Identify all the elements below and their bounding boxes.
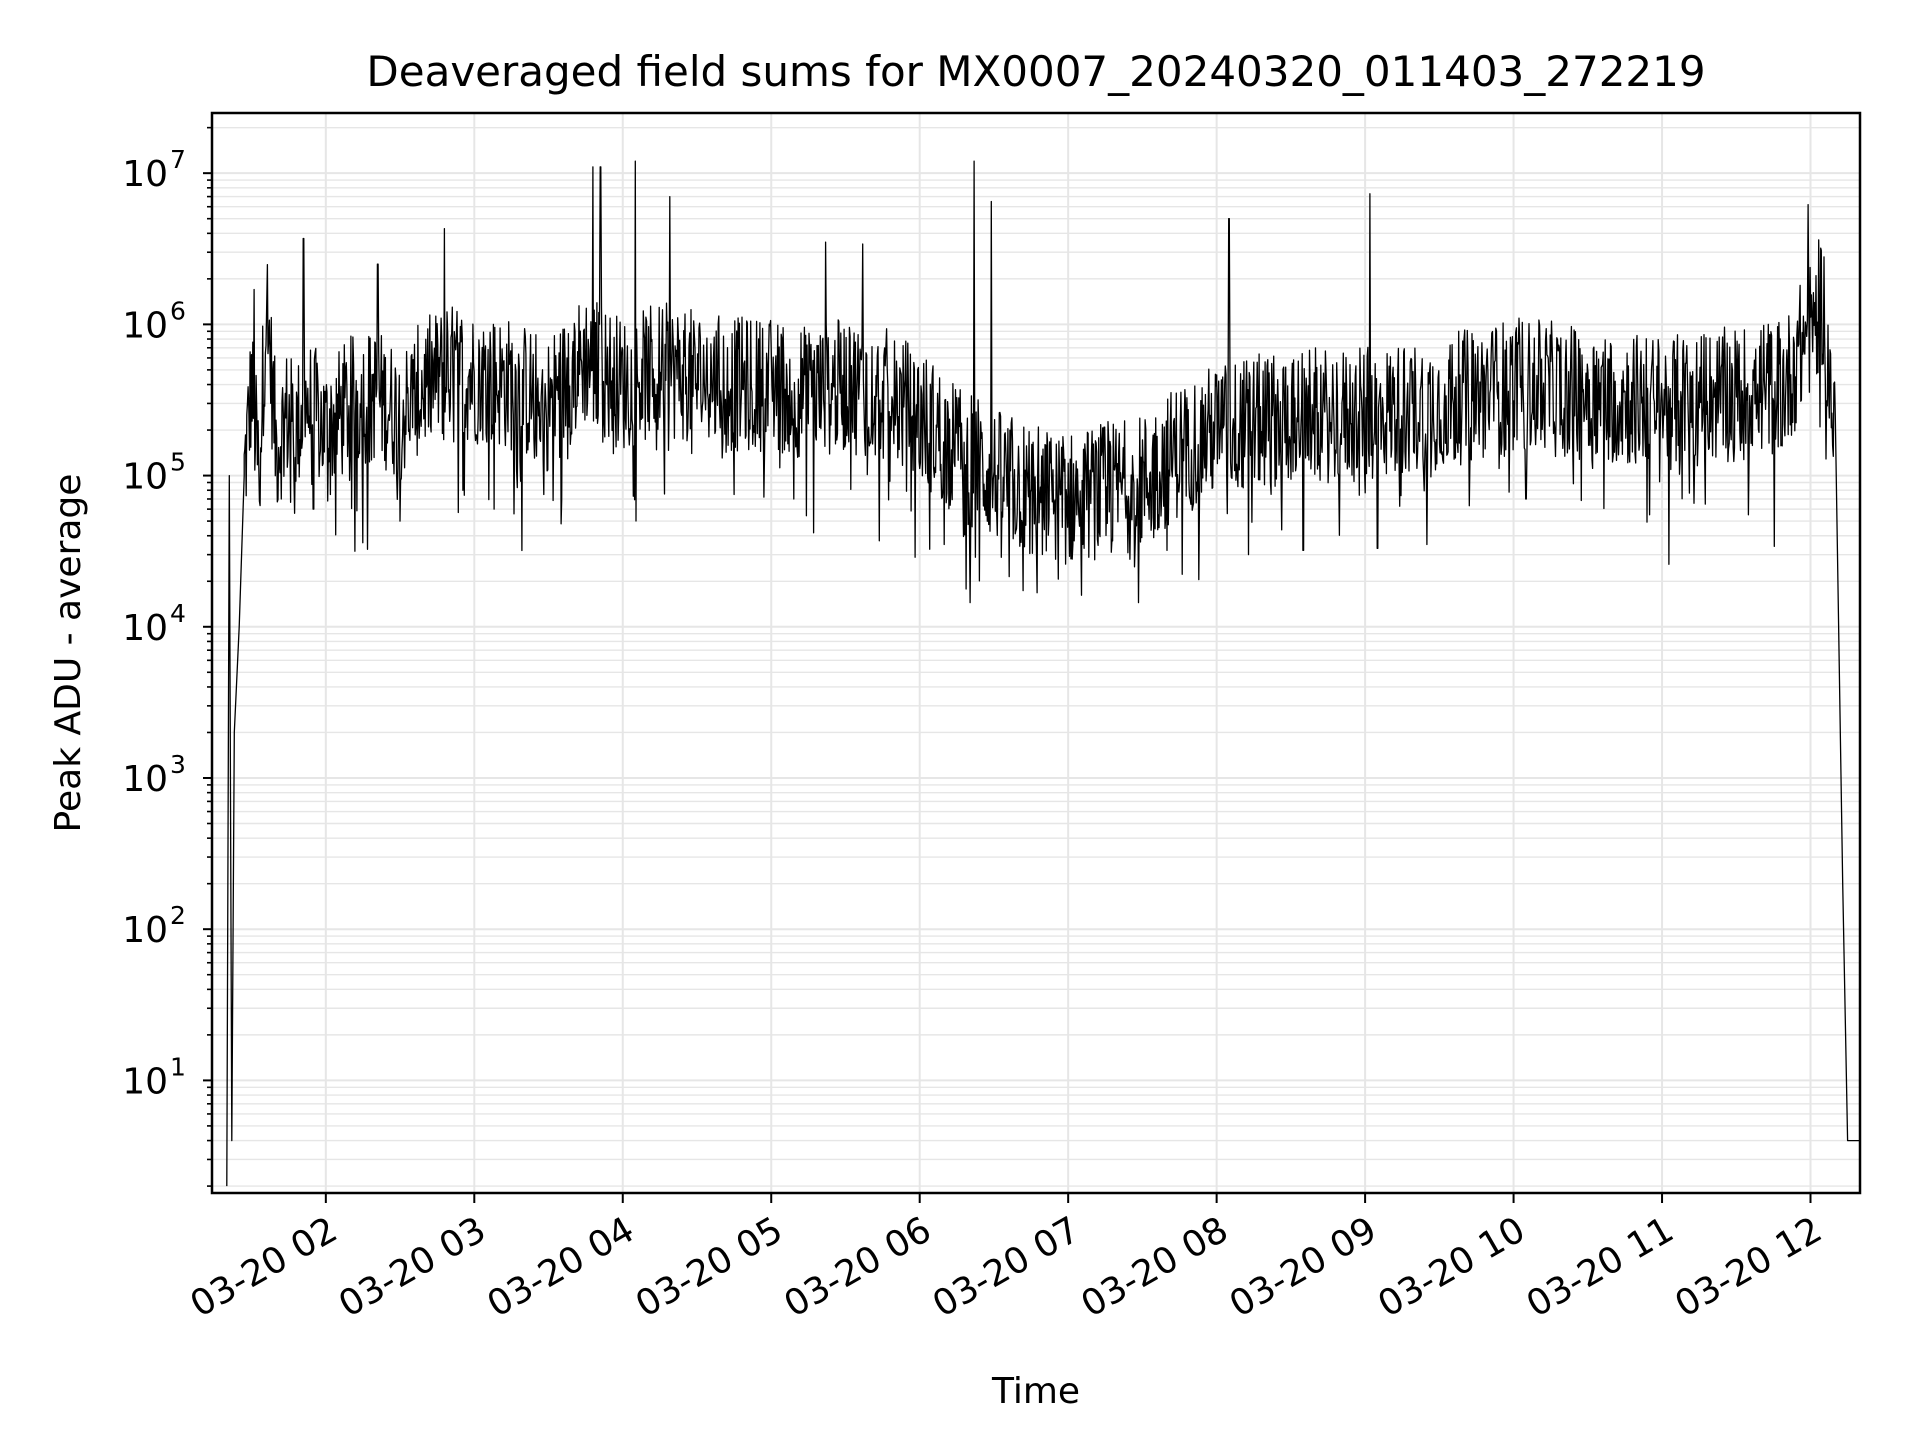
x-axis-label: Time	[991, 1371, 1080, 1412]
y-axis-label: Peak ADU - average	[48, 474, 89, 833]
y-tick-label: 10	[122, 305, 168, 346]
y-tick-exponent: 5	[170, 448, 186, 477]
y-tick-exponent: 1	[170, 1052, 186, 1081]
grid	[212, 113, 1860, 1193]
chart-title: Deaveraged field sums for MX0007_2024032…	[366, 47, 1705, 96]
y-tick-exponent: 4	[170, 599, 186, 628]
y-tick-label: 10	[122, 457, 168, 498]
y-tick-exponent: 6	[170, 296, 186, 325]
y-tick-exponent: 2	[170, 901, 186, 930]
y-tick-exponent: 3	[170, 750, 186, 779]
y-tick-label: 10	[122, 910, 168, 951]
y-tick-label: 10	[122, 608, 168, 649]
y-tick-label: 10	[122, 154, 168, 195]
series-line	[226, 160, 1860, 1187]
series-line-layer	[226, 160, 1860, 1187]
y-tick-exponent: 7	[170, 145, 186, 174]
y-tick-label: 10	[122, 1061, 168, 1102]
plot-frame	[210, 111, 1862, 1195]
y-tick-label: 10	[122, 759, 168, 800]
